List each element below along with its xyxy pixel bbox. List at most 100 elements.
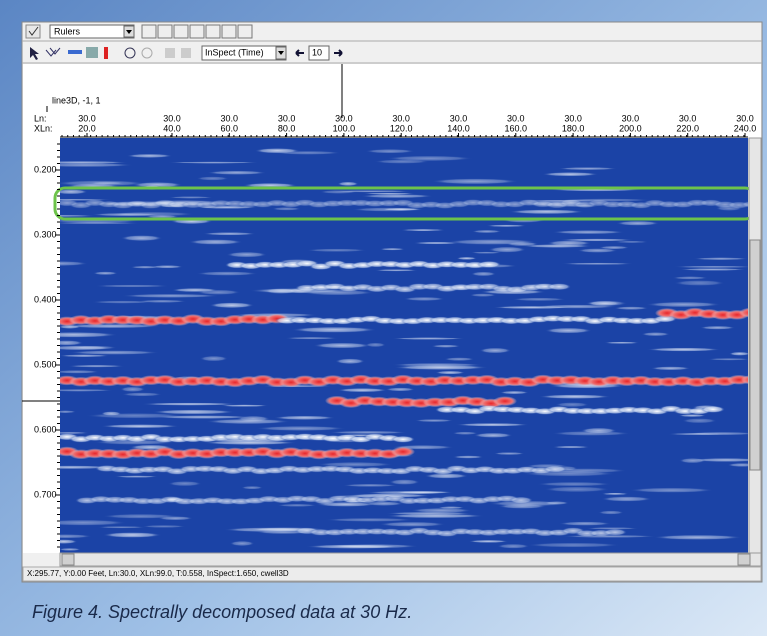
rect-tool[interactable]	[206, 25, 220, 38]
texture-streak	[453, 455, 484, 458]
texture-streak	[200, 356, 228, 361]
polygon-tool[interactable]	[190, 25, 204, 38]
texture-streak	[152, 265, 183, 268]
texture-streak	[207, 171, 267, 175]
texture-streak	[539, 395, 611, 399]
texture-streak	[400, 229, 445, 231]
texture-streak	[585, 301, 627, 307]
ln-tick-label: 30.0	[450, 113, 468, 123]
xln-tick-label: 60.0	[221, 123, 239, 133]
texture-streak	[629, 488, 714, 493]
texture-streak	[188, 239, 242, 245]
texture-streak	[209, 302, 254, 308]
texture-streak	[497, 544, 529, 549]
line-tool[interactable]	[174, 25, 188, 38]
texture-streak	[122, 392, 162, 396]
square-tool[interactable]	[222, 25, 236, 38]
texture-streak	[729, 352, 750, 356]
texture-streak	[97, 526, 145, 528]
ln-tick-label: 30.0	[392, 113, 410, 123]
texture-streak	[374, 269, 417, 271]
texture-streak	[456, 257, 476, 260]
texture-streak	[444, 357, 474, 361]
xln-tick-label: 80.0	[278, 123, 296, 133]
texture-streak	[203, 232, 256, 235]
texture-streak	[651, 366, 691, 370]
texture-streak	[452, 432, 477, 435]
texture-streak	[114, 475, 158, 477]
xln-tick-label: 180.0	[562, 123, 585, 133]
texture-streak	[109, 212, 194, 217]
reflector-segment	[391, 447, 415, 457]
color-bar-tool[interactable]	[104, 47, 108, 59]
texture-streak	[337, 182, 358, 186]
xln-tick-label: 220.0	[676, 123, 699, 133]
reflector-segment	[543, 466, 567, 473]
xln-label: XLn:	[34, 123, 53, 133]
texture-streak	[558, 167, 617, 170]
texture-streak	[447, 239, 538, 245]
texture-streak	[285, 337, 338, 339]
texture-streak	[385, 512, 472, 515]
scroll-right[interactable]	[738, 554, 750, 565]
texture-streak	[196, 176, 228, 180]
layer-dropdown-text: Rulers	[54, 26, 81, 36]
texture-streak	[598, 511, 623, 515]
screenshot: Rulers InSpect (Time) 10 line3D, -1, 1 L…	[0, 0, 767, 636]
texture-streak	[552, 446, 589, 449]
texture-streak	[494, 452, 525, 455]
texture-streak	[604, 342, 640, 344]
texture-streak	[55, 180, 145, 186]
texture-streak	[559, 239, 634, 242]
texture-streak	[470, 293, 497, 296]
horizontal-scrollbar[interactable]	[60, 553, 761, 566]
texture-streak	[415, 419, 454, 422]
texture-streak	[435, 371, 465, 375]
texture-streak	[274, 416, 336, 420]
graph-tool[interactable]	[86, 47, 98, 58]
texture-streak	[332, 190, 413, 192]
texture-streak	[168, 481, 202, 486]
status-text: X:295.77, Y:0.00 Feet, Ln:30.0, XLn:99.0…	[27, 569, 289, 578]
scroll-left[interactable]	[62, 554, 74, 565]
ln-label: Ln:	[34, 113, 47, 123]
texture-streak	[138, 300, 187, 303]
ellipse-tool[interactable]	[238, 25, 252, 38]
texture-streak	[474, 433, 513, 438]
texture-streak	[272, 207, 301, 210]
texture-streak	[682, 418, 717, 423]
texture-streak	[471, 272, 496, 277]
ln-tick-label: 30.0	[278, 113, 296, 123]
ln-tick-label: 30.0	[163, 113, 181, 123]
texture-streak	[455, 423, 529, 426]
texture-streak	[102, 514, 179, 519]
texture-streak	[552, 230, 625, 234]
texture-streak	[121, 294, 220, 298]
texture-streak	[641, 332, 670, 336]
texture-streak	[679, 458, 706, 463]
star-tool[interactable]	[158, 25, 172, 38]
line-label: line3D, -1, 1	[52, 95, 101, 105]
texture-streak	[365, 149, 415, 153]
texture-streak	[488, 247, 526, 253]
ln-tick-label: 30.0	[679, 113, 697, 123]
texture-streak	[313, 343, 371, 349]
texture-streak	[343, 484, 398, 487]
texture-streak	[126, 154, 172, 158]
texture-streak	[374, 159, 429, 163]
texture-streak	[542, 172, 598, 176]
texture-streak	[277, 504, 317, 507]
xln-tick-label: 140.0	[447, 123, 470, 133]
reflector-segment	[391, 436, 415, 443]
texture-streak	[54, 370, 100, 373]
ruler-tool[interactable]	[68, 50, 82, 54]
texture-streak	[486, 225, 527, 227]
text-tool[interactable]	[142, 25, 156, 38]
scroll-thumb[interactable]	[750, 240, 760, 470]
reflector-segment	[603, 529, 627, 536]
texture-streak	[230, 541, 255, 546]
ln-tick-label: 30.0	[507, 113, 525, 123]
texture-streak	[306, 249, 367, 252]
step-input-text: 10	[312, 47, 322, 57]
texture-streak	[256, 426, 346, 431]
